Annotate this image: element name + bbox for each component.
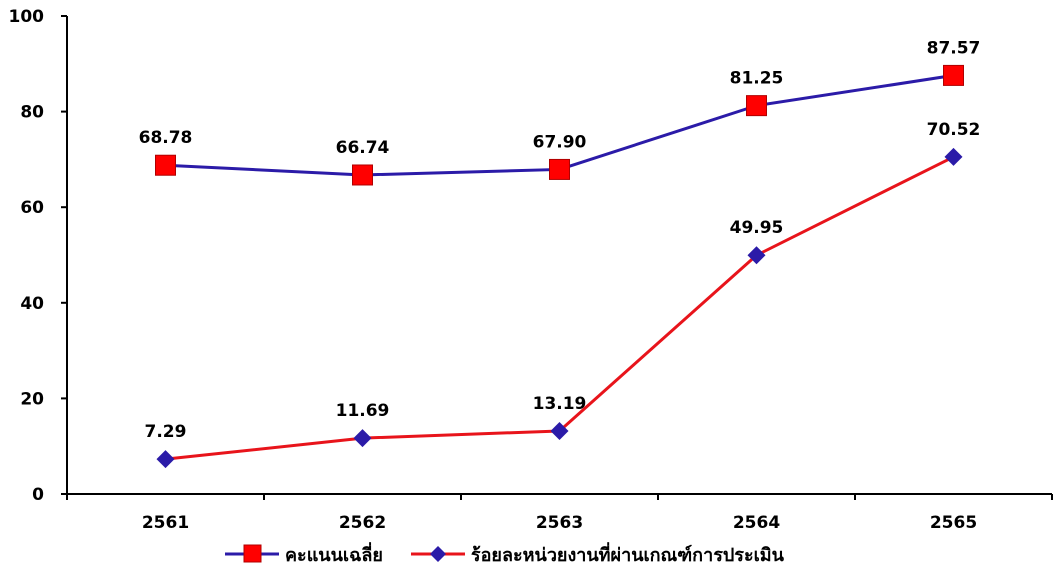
y-tick-label: 60 [20, 198, 44, 218]
data-label: 70.52 [927, 120, 981, 140]
legend-item-average-score: คะแนนเฉลี่ย [225, 540, 383, 569]
data-label: 49.95 [730, 218, 784, 238]
y-tick-label: 40 [20, 294, 44, 314]
data-label: 67.90 [533, 132, 587, 152]
data-point-square [943, 64, 964, 86]
legend: คะแนนเฉลี่ย ร้อยละหน่วยงานที่ผ่านเกณฑ์กา… [225, 540, 784, 568]
legend-line-square-marker [225, 544, 279, 563]
data-label: 13.19 [533, 394, 587, 414]
data-point-diamond [747, 246, 766, 265]
x-tick-label: 2561 [142, 513, 189, 533]
y-tick-label: 100 [9, 7, 45, 27]
data-point-square [746, 95, 767, 117]
x-tick-label: 2565 [930, 513, 977, 533]
y-tick-label: 0 [32, 485, 44, 505]
data-point-diamond [353, 429, 372, 448]
x-tick-label: 2563 [536, 513, 583, 533]
data-point-diamond [944, 147, 963, 166]
data-label: 81.25 [730, 69, 784, 89]
data-labels: 68.78 66.74 67.90 81.25 87.57 7.29 11.69 13.19 4… [139, 38, 981, 442]
data-point-square [549, 158, 570, 180]
axes: 0 20 40 60 80 100 2561 2562 2563 2564 2565 [9, 7, 1053, 533]
data-point-square [155, 154, 176, 176]
data-point-square [352, 164, 373, 186]
data-label: 11.69 [336, 401, 390, 421]
line-chart: 0 20 40 60 80 100 2561 2562 2563 2564 2565 68.78 66… [9, 7, 1053, 533]
legend-line-diamond-marker [410, 546, 465, 562]
legend-label: คะแนนเฉลี่ย [285, 544, 383, 566]
data-point-diamond [550, 421, 569, 440]
y-tick-label: 80 [20, 103, 44, 123]
data-point-diamond [156, 450, 175, 469]
x-tick-label: 2564 [733, 513, 780, 533]
data-label: 87.57 [927, 38, 981, 58]
legend-item-percent-passing: ร้อยละหน่วยงานที่ผ่านเกณฑ์การประเมิน [410, 540, 784, 569]
legend-label: ร้อยละหน่วยงานที่ผ่านเกณฑ์การประเมิน [470, 544, 784, 566]
x-tick-label: 2562 [339, 513, 386, 533]
data-label: 7.29 [145, 422, 187, 442]
markers [155, 64, 964, 469]
data-label: 68.78 [139, 128, 193, 148]
y-tick-label: 20 [20, 389, 44, 409]
data-label: 66.74 [336, 138, 390, 158]
